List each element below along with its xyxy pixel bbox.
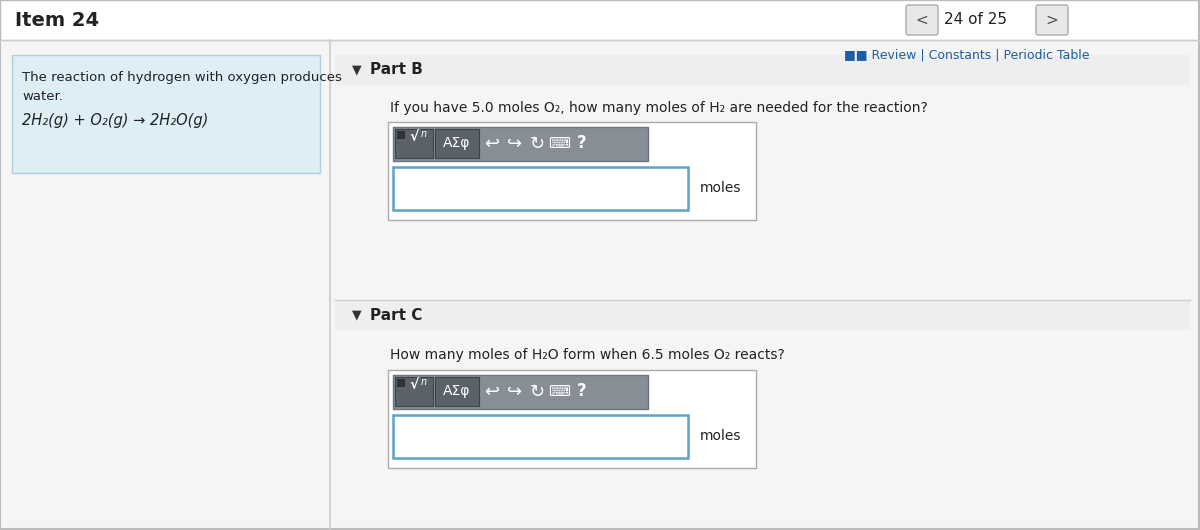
Text: 24 of 25: 24 of 25 — [943, 13, 1007, 28]
Text: moles: moles — [700, 429, 742, 444]
Text: √: √ — [409, 130, 419, 144]
FancyBboxPatch shape — [397, 379, 406, 387]
Text: AΣφ: AΣφ — [443, 384, 470, 399]
Text: How many moles of H₂O form when 6.5 moles O₂ reacts?: How many moles of H₂O form when 6.5 mole… — [390, 348, 785, 362]
FancyBboxPatch shape — [0, 0, 1200, 40]
Text: ↻: ↻ — [529, 135, 545, 153]
FancyBboxPatch shape — [335, 300, 1190, 330]
FancyBboxPatch shape — [1036, 5, 1068, 35]
FancyBboxPatch shape — [395, 377, 433, 406]
Text: ⌨: ⌨ — [548, 136, 570, 151]
Text: ⌨: ⌨ — [548, 384, 570, 399]
Text: Item 24: Item 24 — [14, 11, 100, 30]
Text: ↩: ↩ — [485, 383, 499, 401]
Text: Part B: Part B — [370, 63, 422, 77]
Text: moles: moles — [700, 181, 742, 196]
Text: Part C: Part C — [370, 307, 422, 322]
FancyBboxPatch shape — [394, 375, 648, 409]
FancyBboxPatch shape — [388, 370, 756, 468]
Text: <: < — [916, 13, 929, 28]
Text: >: > — [1045, 13, 1058, 28]
Text: ■■ Review | Constants | Periodic Table: ■■ Review | Constants | Periodic Table — [845, 49, 1090, 61]
FancyBboxPatch shape — [335, 55, 1190, 85]
Text: ↩: ↩ — [485, 135, 499, 153]
Text: water.: water. — [22, 90, 62, 102]
Text: n: n — [421, 129, 427, 139]
FancyBboxPatch shape — [436, 377, 479, 406]
Text: ?: ? — [577, 135, 587, 153]
Text: The reaction of hydrogen with oxygen produces: The reaction of hydrogen with oxygen pro… — [22, 72, 342, 84]
FancyBboxPatch shape — [397, 131, 406, 139]
Text: 2H₂(g) + O₂(g) → 2H₂O(g): 2H₂(g) + O₂(g) → 2H₂O(g) — [22, 112, 209, 128]
FancyBboxPatch shape — [394, 127, 648, 161]
FancyBboxPatch shape — [436, 129, 479, 158]
Text: If you have 5.0 moles O₂, how many moles of H₂ are needed for the reaction?: If you have 5.0 moles O₂, how many moles… — [390, 101, 928, 115]
Text: ↪: ↪ — [508, 135, 522, 153]
Text: ▼: ▼ — [352, 308, 361, 322]
Text: ↪: ↪ — [508, 383, 522, 401]
FancyBboxPatch shape — [906, 5, 938, 35]
Text: √: √ — [409, 378, 419, 392]
FancyBboxPatch shape — [394, 167, 688, 210]
Text: n: n — [421, 377, 427, 387]
Text: AΣφ: AΣφ — [443, 137, 470, 151]
FancyBboxPatch shape — [395, 129, 433, 158]
Text: ?: ? — [577, 383, 587, 401]
FancyBboxPatch shape — [388, 122, 756, 220]
Text: ↻: ↻ — [529, 383, 545, 401]
FancyBboxPatch shape — [12, 55, 320, 173]
Text: ▼: ▼ — [352, 64, 361, 76]
FancyBboxPatch shape — [394, 415, 688, 458]
